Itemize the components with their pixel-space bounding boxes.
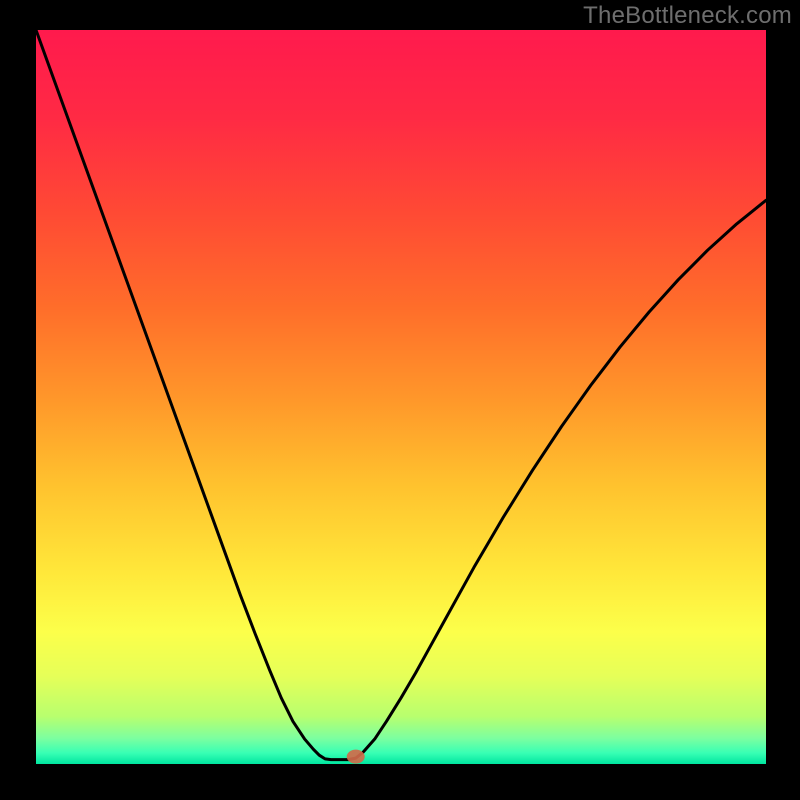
bottleneck-chart bbox=[36, 30, 766, 764]
watermark-text: TheBottleneck.com bbox=[583, 2, 792, 30]
gradient-background bbox=[36, 30, 766, 764]
minimum-marker bbox=[347, 750, 365, 764]
chart-frame: TheBottleneck.com bbox=[0, 0, 800, 800]
